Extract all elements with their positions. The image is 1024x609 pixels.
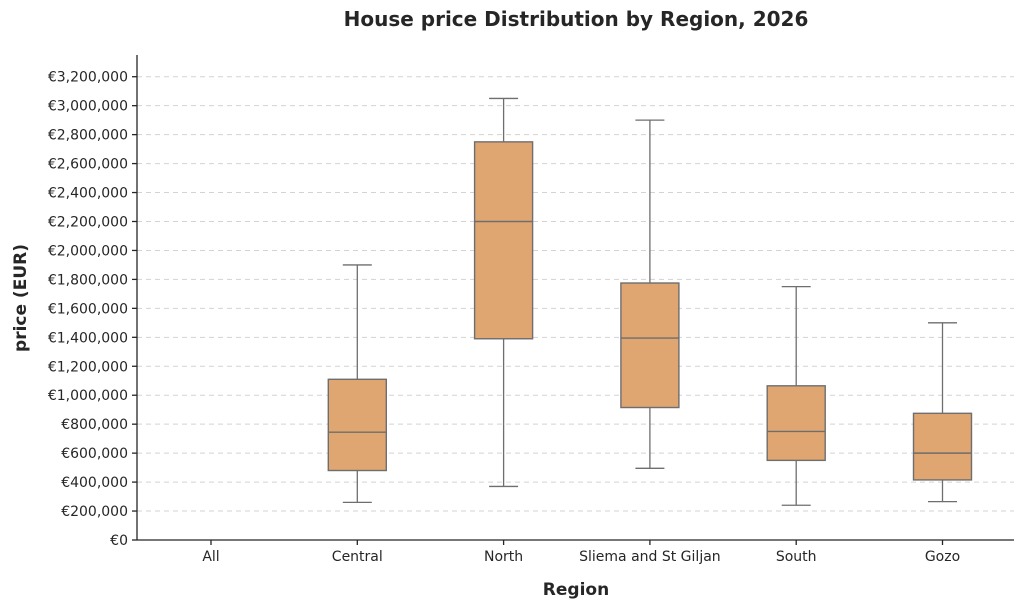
y-tick-label: €2,200,000 <box>48 214 128 230</box>
x-tick-label: South <box>776 549 817 565</box>
y-tick-label: €1,600,000 <box>48 301 128 317</box>
y-tick-label: €600,000 <box>61 446 128 462</box>
box-group <box>473 97 534 488</box>
iqr-box <box>620 282 680 409</box>
y-tick-label: €1,800,000 <box>48 272 128 288</box>
y-tick-label: €0 <box>110 533 128 549</box>
box-group <box>912 322 973 503</box>
box-group <box>620 119 680 469</box>
x-tick-label: Central <box>332 549 383 565</box>
y-tick-label: €400,000 <box>61 475 128 491</box>
x-tick-label: Sliema and St Giljan <box>579 549 721 565</box>
chart-title: House price Distribution by Region, 2026 <box>344 7 809 31</box>
y-tick-label: €2,800,000 <box>48 128 128 144</box>
y-tick-labels: €0 €200,000 €400,000 €600,000 €800,000 €1,000… <box>48 70 137 549</box>
iqr-box <box>912 412 973 481</box>
y-tick-label: €1,000,000 <box>48 388 128 404</box>
y-tick-label: €2,000,000 <box>48 243 128 259</box>
box-group <box>327 264 387 504</box>
iqr-box <box>473 141 534 340</box>
y-tick-label: €800,000 <box>61 417 128 433</box>
box-group <box>766 285 826 506</box>
iqr-box <box>766 385 826 462</box>
x-tick-label: All <box>202 549 219 565</box>
x-axis-title: Region <box>543 580 609 600</box>
boxes <box>327 97 973 506</box>
y-tick-label: €200,000 <box>61 504 128 520</box>
y-tick-label: €1,200,000 <box>48 359 128 375</box>
x-tick-label: North <box>484 549 523 565</box>
x-tick-labels: All Central North Sliema and St Giljan South… <box>202 540 960 565</box>
iqr-box <box>327 378 387 472</box>
y-tick-label: €2,600,000 <box>48 157 128 173</box>
grid-lines <box>137 76 1014 512</box>
y-tick-label: €2,400,000 <box>48 186 128 202</box>
x-tick-label: Gozo <box>925 549 960 565</box>
y-tick-label: €3,200,000 <box>48 70 128 86</box>
y-tick-label: €1,400,000 <box>48 330 128 346</box>
y-tick-label: €3,000,000 <box>48 99 128 115</box>
y-axis-title: price (EUR) <box>11 244 31 352</box>
